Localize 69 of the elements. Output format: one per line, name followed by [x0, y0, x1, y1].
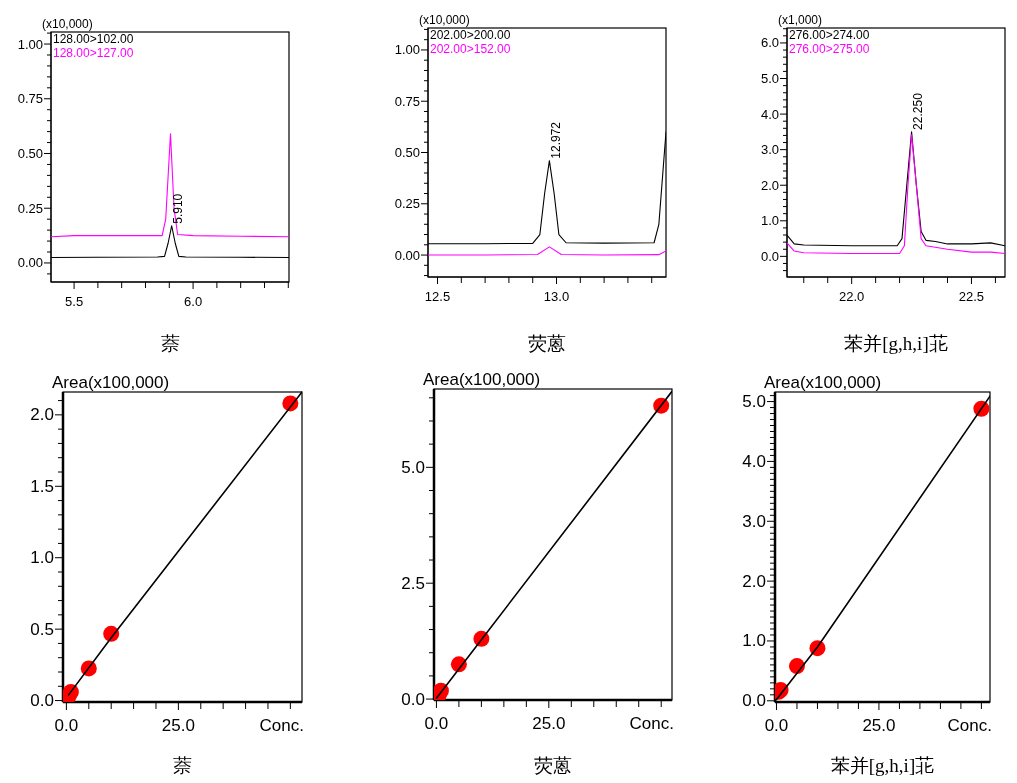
y-axis-title: (x10,000) [42, 17, 93, 31]
y-tick-label: 0.5 [30, 619, 54, 639]
annotation: 5.910 [171, 193, 186, 224]
y-tick-label: 0.0 [30, 691, 54, 711]
x-axis-title: Conc. [259, 716, 304, 735]
text: 128.00>127.00 [53, 45, 134, 60]
y-tick-label: 5.0 [760, 71, 779, 87]
y-tick-label: 0.50 [394, 145, 420, 160]
x-tick-label: 25.0 [161, 716, 195, 735]
line-series [51, 133, 289, 238]
x-tick-label: 22.0 [839, 289, 865, 304]
y-tick-label: 0.75 [17, 91, 43, 107]
y-tick-label: 0.00 [17, 255, 43, 271]
x-tick-label: 0.0 [54, 716, 79, 735]
y-tick-label: 0.75 [394, 93, 420, 109]
y-tick-label: 0.0 [760, 248, 779, 264]
y-tick-label: 2.0 [760, 177, 779, 193]
y-axis-title: Area(x100,000) [52, 373, 170, 392]
text: 荧蒽 [534, 755, 572, 776]
text: 128.00>102.00 [53, 31, 134, 46]
y-axis-title: (x1,000) [778, 13, 823, 27]
y-tick-label: 1.0 [760, 213, 779, 229]
text: 苯并[g,h,i]苝 [830, 755, 935, 776]
y-tick-label: 3.0 [760, 142, 779, 158]
text: 276.00>274.00 [789, 27, 870, 42]
text: 202.00>200.00 [430, 27, 511, 42]
y-tick-label: 2.0 [742, 571, 766, 591]
y-tick-label: 0.25 [17, 200, 43, 216]
y-tick-label: 0.00 [394, 247, 420, 263]
y-tick-label: 0.0 [401, 689, 425, 709]
y-tick-label: 1.5 [30, 476, 54, 496]
y-tick-label: 0.50 [17, 146, 43, 161]
text: 萘 [173, 755, 192, 776]
x-tick-label: 12.5 [424, 289, 451, 304]
x-axis-title: Conc. [947, 716, 992, 735]
y-axis-title: (x10,000) [419, 13, 470, 27]
annotation: 12.972 [549, 121, 564, 159]
x-tick-label: 0.0 [424, 714, 449, 733]
y-axis-title: Area(x100,000) [764, 373, 882, 392]
text: 276.00>275.00 [789, 41, 870, 56]
y-tick-label: 5.0 [401, 457, 425, 477]
y-tick-label: 1.00 [394, 42, 420, 58]
y-tick-label: 6.0 [760, 35, 779, 51]
y-tick-label: 4.0 [742, 451, 766, 471]
y-tick-label: 1.00 [17, 36, 43, 52]
y-tick-label: 5.0 [742, 392, 766, 412]
y-tick-label: 2.5 [401, 573, 425, 593]
x-tick-label: 5.5 [65, 294, 84, 309]
line-series [428, 246, 666, 256]
y-tick-label: 0.25 [394, 196, 420, 212]
text: 202.00>152.00 [430, 41, 511, 56]
x-tick-label: 22.5 [958, 289, 985, 304]
x-tick-label: 6.0 [184, 294, 203, 309]
text: 苯并[g,h,i]苝 [844, 333, 948, 354]
y-axis-title: Area(x100,000) [423, 370, 541, 389]
x-tick-label: 25.0 [862, 716, 896, 735]
text: 萘 [160, 333, 180, 354]
x-axis-title: Conc. [629, 714, 674, 733]
y-tick-label: 1.0 [30, 548, 54, 568]
x-tick-label: 25.0 [532, 714, 566, 733]
annotation: 22.250 [911, 92, 926, 130]
point [63, 684, 79, 700]
y-tick-label: 1.0 [742, 631, 766, 651]
y-tick-label: 3.0 [742, 511, 766, 531]
y-tick-label: 2.0 [30, 405, 54, 425]
y-tick-label: 0.0 [742, 691, 766, 711]
text: 荧蒽 [528, 333, 566, 354]
x-tick-label: 13.0 [543, 289, 570, 304]
y-tick-label: 4.0 [760, 106, 779, 122]
